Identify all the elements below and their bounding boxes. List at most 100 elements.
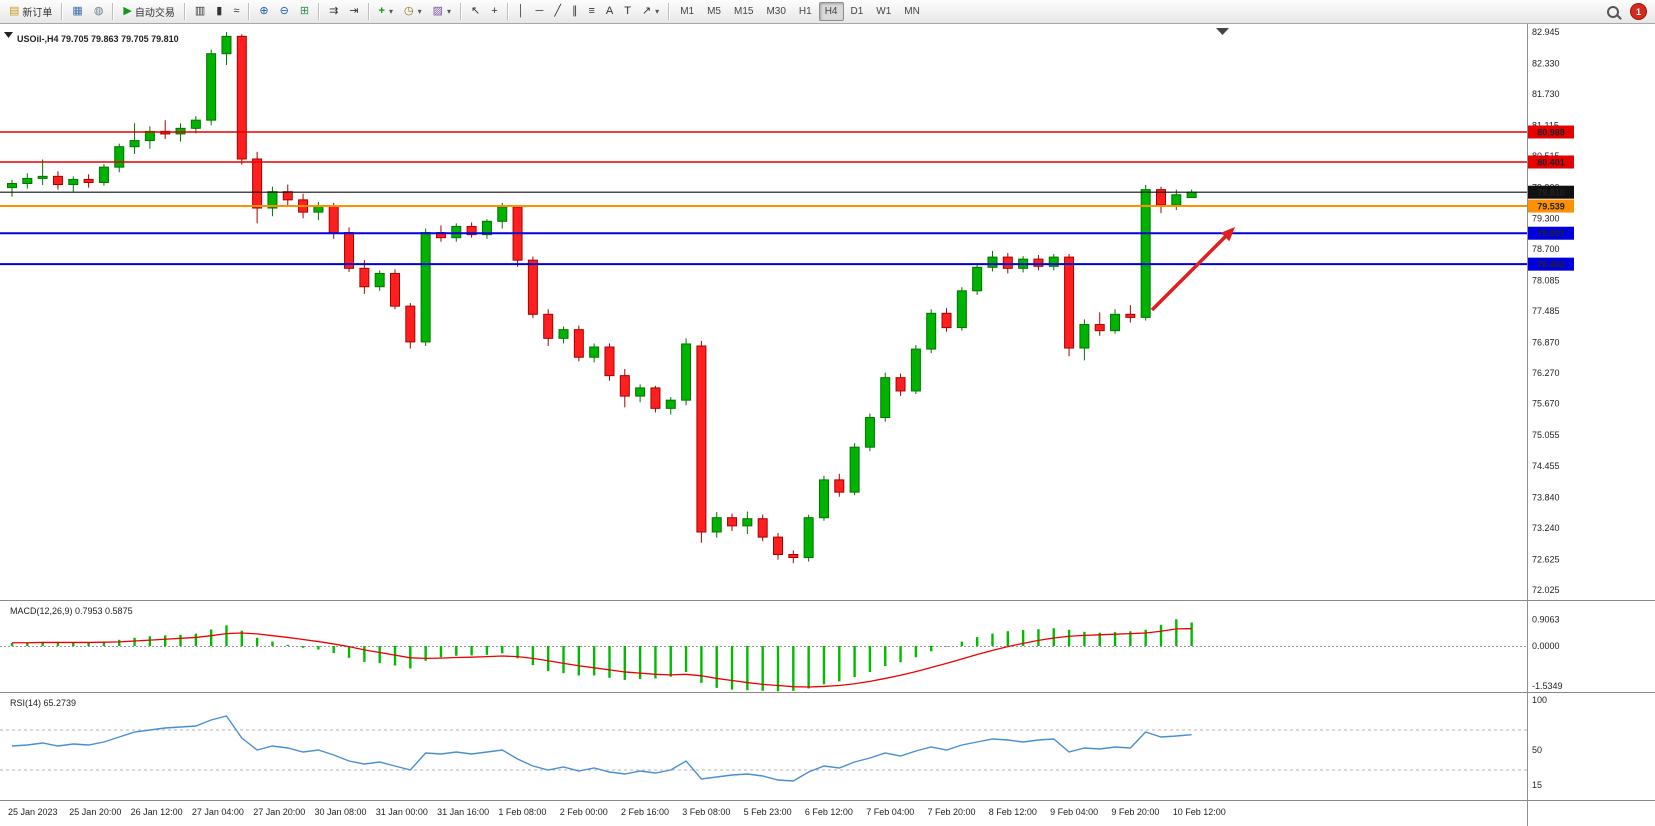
timeframe-m5-button[interactable]: M5	[701, 2, 727, 21]
chart-shift-marker[interactable]	[1216, 28, 1229, 35]
svg-text:3 Feb 08:00: 3 Feb 08:00	[682, 807, 730, 817]
svg-text:75.670: 75.670	[1532, 399, 1560, 409]
timeframe-h1-button-label: H1	[798, 6, 812, 17]
toolbar-separator	[367, 3, 370, 20]
time-axis[interactable]: 25 Jan 2023 25 Jan 20:00 26 Jan 12:00 27 Ja…	[8, 807, 1226, 817]
horizontal-line-button[interactable]: ─	[531, 2, 549, 21]
periods-clock-icon: ◷	[403, 5, 414, 17]
collapse-panel-icon[interactable]	[4, 32, 13, 38]
chart-shift-button[interactable]: ⇥	[344, 2, 363, 21]
svg-text:7 Feb 04:00: 7 Feb 04:00	[866, 807, 914, 817]
svg-text:73.840: 73.840	[1532, 492, 1560, 502]
templates-button[interactable]: ▨ ▾	[428, 2, 456, 21]
candlestick-chart-button[interactable]: ▮	[211, 2, 227, 21]
candle-body	[1048, 256, 1059, 267]
charts-button[interactable]: ▦	[67, 2, 87, 21]
candle-body	[895, 377, 906, 392]
candle-body	[497, 206, 508, 222]
fibonacci-icon: ≡	[588, 5, 595, 17]
candle-body	[742, 518, 753, 527]
autotrade-play-icon: ▶	[123, 5, 132, 17]
auto-scroll-button[interactable]: ⇉	[324, 2, 343, 21]
dropdown-arrow-icon: ▾	[417, 7, 422, 16]
candle-body	[834, 479, 845, 493]
chart-window: 82.94582.33081.73081.11580.51579.90079.3…	[0, 24, 1655, 826]
timeframe-w1-button[interactable]: W1	[870, 2, 897, 21]
label-icon: T	[624, 5, 631, 17]
label-button[interactable]: T	[619, 2, 636, 21]
search-button[interactable]	[1602, 2, 1624, 21]
candle-body	[788, 553, 799, 559]
auto-scroll-icon: ⇉	[329, 5, 339, 17]
dropdown-arrow-icon: ▾	[388, 7, 393, 16]
toolbar-separator	[460, 3, 462, 20]
candle-body	[481, 220, 492, 236]
candle-body	[880, 377, 891, 419]
bar-chart-icon: ▥	[194, 5, 206, 17]
candle-body	[206, 53, 217, 121]
vertical-line-icon: │	[517, 5, 525, 17]
tile-windows-button[interactable]: ⊞	[295, 2, 314, 21]
channel-icon: ∥	[571, 5, 578, 17]
timeframe-h1-button[interactable]: H1	[793, 2, 818, 21]
timeframe-mn-button[interactable]: MN	[898, 2, 926, 21]
channel-button[interactable]: ∥	[567, 2, 583, 21]
candle-body	[849, 446, 860, 493]
dropdown-arrow-icon: ▾	[655, 7, 660, 16]
annotation-arrow[interactable]	[1150, 234, 1228, 312]
market-watch-button[interactable]: ◍	[89, 2, 109, 21]
autotrade-button[interactable]: ▶ 自动交易	[118, 2, 179, 21]
cursor-button[interactable]: ↖	[466, 2, 485, 21]
timeframe-m30-button[interactable]: M30	[760, 2, 791, 21]
candle-body	[68, 178, 79, 186]
toolbar: ▤ 新订单 ▦ ◍ ▶ 自动交易 ▥ ▮ ≈ ⊕ ⊖ ⊞ ⇉ ⇥ + ▾ ◷ ▾ ▨ ▾ ↖ + │ ─ ╱ ∥ ≡ A T ↗ ▾ M1 M5…	[0, 0, 1655, 24]
timeframe-m15-button[interactable]: M15	[728, 2, 759, 21]
vertical-line-button[interactable]: │	[513, 2, 530, 21]
price-axis[interactable]: 82.94582.33081.73081.11580.51579.90079.3…	[1532, 27, 1560, 595]
timeframe-m1-button[interactable]: M1	[674, 2, 700, 21]
svg-text:82.330: 82.330	[1532, 58, 1560, 68]
candle-body	[7, 183, 17, 189]
chart-canvas[interactable]: 82.94582.33081.73081.11580.51579.90079.3…	[0, 24, 1655, 826]
svg-text:7 Feb 20:00: 7 Feb 20:00	[928, 807, 976, 817]
candle-body	[757, 518, 768, 538]
new-order-icon: ▤	[9, 5, 20, 17]
candle-body	[910, 348, 921, 392]
svg-text:25 Jan 2023: 25 Jan 2023	[8, 807, 58, 817]
periods-button[interactable]: ◷ ▾	[399, 2, 427, 21]
line-chart-button[interactable]: ≈	[228, 2, 244, 21]
indicators-button[interactable]: + ▾	[374, 2, 398, 21]
timeframe-h4-button[interactable]: H4	[818, 2, 844, 21]
candle-body	[190, 119, 201, 129]
svg-text:5 Feb 23:00: 5 Feb 23:00	[744, 807, 792, 817]
price-level-badge	[1528, 257, 1574, 271]
candle-body	[1171, 194, 1182, 206]
svg-text:78.085: 78.085	[1532, 275, 1560, 285]
new-order-button[interactable]: ▤ 新订单	[4, 2, 57, 21]
notification-badge[interactable]: 1	[1630, 3, 1647, 20]
candle-body	[466, 225, 477, 236]
trendline-button[interactable]: ╱	[549, 2, 566, 21]
timeframe-mn-button-label: MN	[904, 6, 920, 17]
zoom-in-button[interactable]: ⊕	[254, 2, 273, 21]
svg-text:75.055: 75.055	[1532, 430, 1560, 440]
price-level-badge	[1528, 125, 1574, 139]
bar-chart-button[interactable]: ▥	[190, 2, 210, 21]
candle-body	[252, 158, 263, 209]
crosshair-button[interactable]: +	[486, 2, 502, 21]
fibonacci-button[interactable]: ≡	[583, 2, 599, 21]
candle-body	[558, 329, 569, 339]
svg-text:6 Feb 12:00: 6 Feb 12:00	[805, 807, 853, 817]
candle-body	[390, 272, 400, 307]
timeframe-m15-button-label: M15	[734, 6, 754, 17]
svg-text:100: 100	[1532, 695, 1547, 705]
candle-body	[803, 517, 814, 559]
arrows-button[interactable]: ↗ ▾	[637, 2, 664, 21]
text-button[interactable]: A	[601, 2, 618, 21]
toolbar-separator	[668, 3, 671, 20]
candle-body	[83, 178, 94, 183]
zoom-out-button[interactable]: ⊖	[275, 2, 294, 21]
candle-body	[696, 345, 707, 533]
timeframe-d1-button[interactable]: D1	[845, 2, 870, 21]
candle-body	[711, 517, 722, 533]
